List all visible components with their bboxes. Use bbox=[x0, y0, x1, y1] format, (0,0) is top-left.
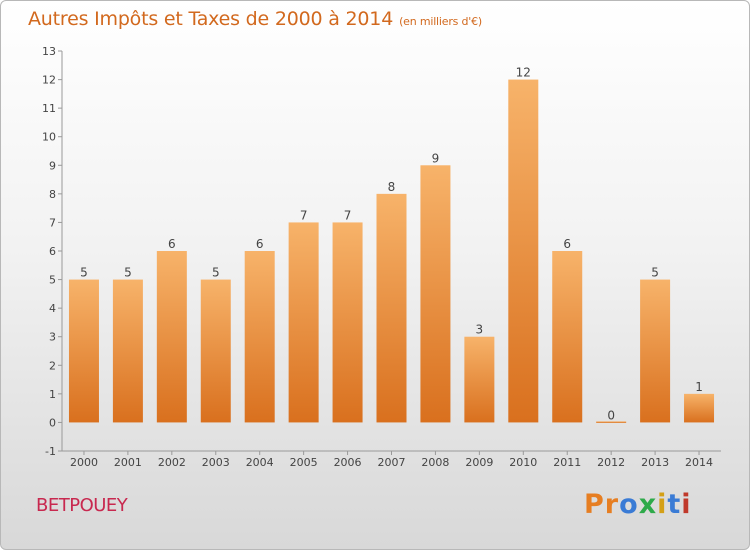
x-tick-label: 2003 bbox=[202, 456, 230, 469]
x-tick-label: 2008 bbox=[421, 456, 449, 469]
y-tick-label: 13 bbox=[42, 45, 56, 58]
chart-unit: (en milliers d'€) bbox=[399, 15, 482, 28]
logo-letter: P bbox=[584, 489, 605, 520]
data-label-2006: 7 bbox=[344, 208, 352, 222]
data-label-2009: 3 bbox=[476, 323, 484, 337]
y-tick-label: 8 bbox=[49, 188, 56, 201]
bar-2003 bbox=[200, 279, 231, 423]
x-tick-label: 2009 bbox=[465, 456, 493, 469]
bar-2010 bbox=[508, 79, 539, 423]
bars bbox=[68, 79, 715, 423]
x-tick-label: 2010 bbox=[509, 456, 537, 469]
bar-2013 bbox=[640, 279, 671, 423]
y-tick-label: 3 bbox=[49, 331, 56, 344]
y-tick-label: 12 bbox=[42, 74, 56, 87]
data-label-2012: 0 bbox=[607, 408, 615, 422]
bar-2011 bbox=[552, 251, 583, 423]
data-label-2011: 6 bbox=[563, 237, 571, 251]
y-tick-label: 11 bbox=[42, 102, 56, 115]
y-tick-label: 5 bbox=[49, 274, 56, 287]
y-tick-label: 2 bbox=[49, 359, 56, 372]
bar-2012 bbox=[596, 421, 627, 423]
logo-letter: i bbox=[681, 489, 692, 520]
bar-2014 bbox=[684, 393, 715, 423]
y-tick-label: 10 bbox=[42, 131, 56, 144]
x-tick-label: 2000 bbox=[70, 456, 98, 469]
bar-2000 bbox=[68, 279, 99, 423]
commune-name: BETPOUEY bbox=[36, 495, 128, 516]
x-tick-label: 2011 bbox=[553, 456, 581, 469]
y-tick-label: 4 bbox=[49, 302, 56, 315]
data-label-2005: 7 bbox=[300, 208, 308, 222]
y-tick-label: 1 bbox=[49, 388, 56, 401]
y-tick-label: 0 bbox=[49, 416, 56, 429]
logo-letter: x bbox=[638, 489, 658, 520]
y-tick-label: 7 bbox=[49, 216, 56, 229]
chart-title: Autres Impôts et Taxes de 2000 à 2014 (en… bbox=[28, 8, 482, 30]
x-tick-label: 2014 bbox=[685, 456, 713, 469]
bar-2004 bbox=[244, 251, 275, 423]
data-label-2002: 6 bbox=[168, 237, 176, 251]
proxiti-logo[interactable]: Proxiti bbox=[584, 489, 692, 520]
bar-2002 bbox=[156, 251, 187, 423]
bar-2001 bbox=[112, 279, 143, 423]
bar-2009 bbox=[464, 336, 495, 423]
data-label-2004: 6 bbox=[256, 237, 264, 251]
x-tick-label: 2002 bbox=[158, 456, 186, 469]
y-tick-label: 6 bbox=[49, 245, 56, 258]
bar-2008 bbox=[420, 165, 451, 423]
data-labels: 5 5 6 5 6 7 7 8 9 3 12 6 0 5 1 bbox=[80, 66, 703, 423]
data-label-2010: 12 bbox=[516, 66, 531, 80]
data-label-2014: 1 bbox=[695, 380, 703, 394]
data-label-2013: 5 bbox=[651, 266, 659, 280]
x-tick-label: 2013 bbox=[641, 456, 669, 469]
data-label-2008: 9 bbox=[432, 151, 440, 165]
x-tick-label: 2005 bbox=[290, 456, 318, 469]
data-label-2007: 8 bbox=[388, 180, 396, 194]
x-tick-label: 2012 bbox=[597, 456, 625, 469]
bar-2006 bbox=[332, 222, 363, 423]
x-tick-label: 2007 bbox=[378, 456, 406, 469]
logo-letter: r bbox=[604, 489, 620, 520]
logo-letter: i bbox=[657, 489, 668, 520]
data-label-2000: 5 bbox=[80, 266, 88, 280]
chart-title-text: Autres Impôts et Taxes de 2000 à 2014 bbox=[28, 8, 394, 30]
y-tick-label: 9 bbox=[49, 159, 56, 172]
y-tick-label: -1 bbox=[45, 445, 56, 458]
data-label-2001: 5 bbox=[124, 266, 132, 280]
x-tick-label: 2006 bbox=[334, 456, 362, 469]
x-tick-label: 2001 bbox=[114, 456, 142, 469]
logo-letter: o bbox=[619, 489, 639, 520]
data-label-2003: 5 bbox=[212, 266, 220, 280]
x-tick-label: 2004 bbox=[246, 456, 274, 469]
bar-2005 bbox=[288, 222, 319, 423]
bar-2007 bbox=[376, 193, 407, 423]
logo-letter: t bbox=[667, 489, 682, 520]
